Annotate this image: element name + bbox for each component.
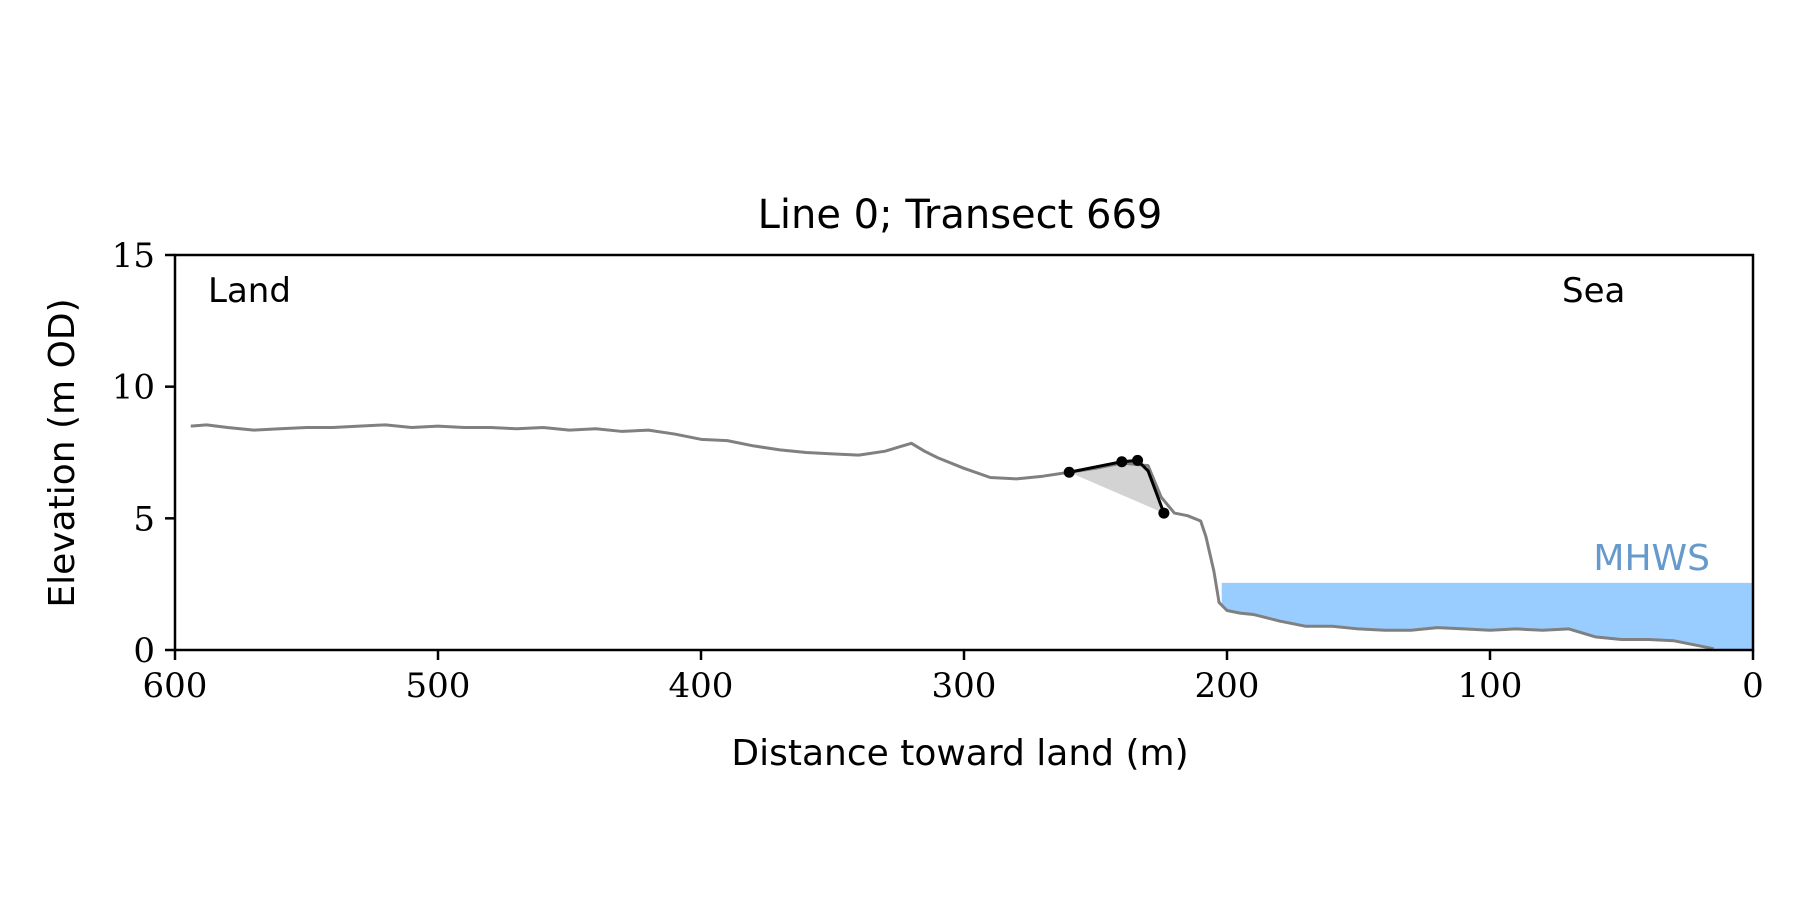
x-tick-label: 500 <box>406 666 471 706</box>
cliff-point-marker <box>1132 454 1144 466</box>
cliff-point-marker <box>1158 507 1170 519</box>
x-tick-label: 200 <box>1195 666 1260 706</box>
x-axis-label: Distance toward land (m) <box>731 733 1188 774</box>
mhws-water-area <box>1221 582 1753 650</box>
mhws-label: MHWS <box>1593 538 1710 579</box>
x-tick-label: 100 <box>1458 666 1523 706</box>
y-tick-label: 10 <box>112 368 155 408</box>
y-tick-label: 0 <box>133 631 155 671</box>
plot-area <box>190 423 1753 651</box>
y-tick-label: 5 <box>133 499 155 539</box>
chart-title: Line 0; Transect 669 <box>758 192 1163 238</box>
land-label: Land <box>208 271 291 311</box>
y-axis-label: Elevation (m OD) <box>42 298 83 607</box>
x-tick-label: 300 <box>932 666 997 706</box>
sea-label: Sea <box>1562 271 1625 311</box>
x-tick-label: 600 <box>143 666 208 706</box>
cliff-point-marker <box>1116 456 1128 468</box>
cliff-point-marker <box>1063 466 1075 478</box>
axes: 600 500 400 300 200 100 0 0 5 10 15 <box>112 236 1764 706</box>
y-tick-label: 15 <box>112 236 155 276</box>
x-tick-label: 0 <box>1742 666 1764 706</box>
ground-profile-line <box>190 423 1714 651</box>
x-tick-label: 400 <box>669 666 734 706</box>
cliff-wedge-area <box>1069 460 1164 514</box>
